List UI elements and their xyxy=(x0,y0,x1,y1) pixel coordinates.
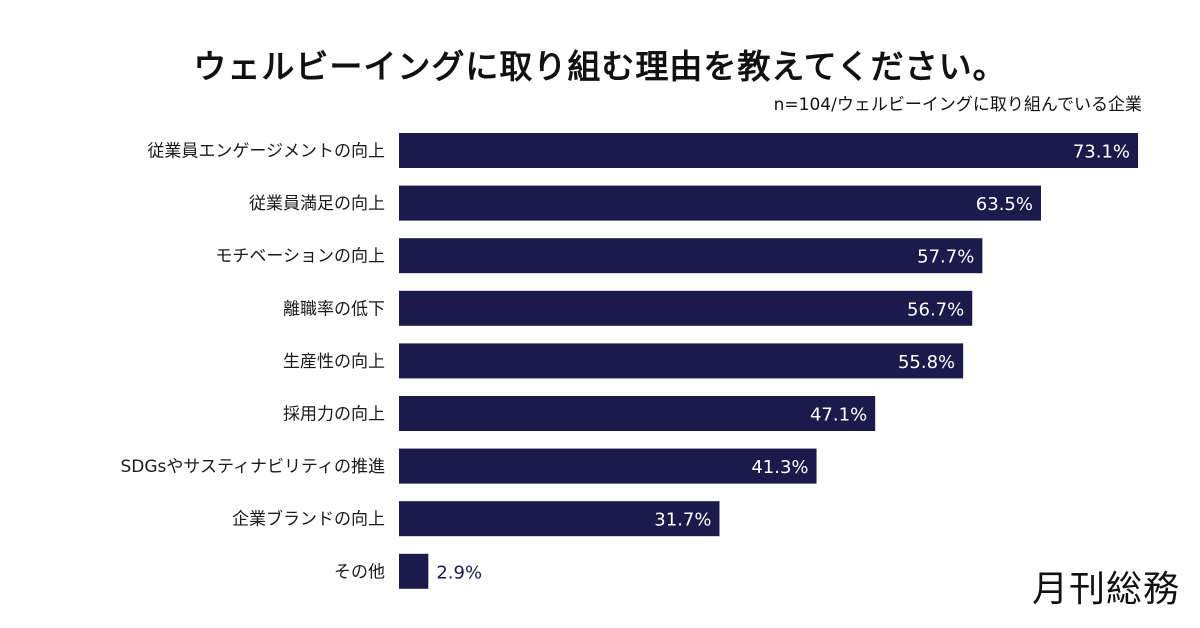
value-label: 57.7% xyxy=(917,247,974,268)
value-label: 55.8% xyxy=(898,352,955,373)
category-label: 生産性の向上 xyxy=(283,352,385,372)
bar xyxy=(399,185,1041,221)
category-label: SDGsやサスティナビリティの推進 xyxy=(120,457,385,477)
value-label: 31.7% xyxy=(654,510,711,531)
category-label: 企業ブランドの向上 xyxy=(232,509,385,530)
category-label: モチベーションの向上 xyxy=(215,247,385,267)
chart-subtitle: n=104/ウェルビーイングに取り組んでいる企業 xyxy=(773,95,1142,115)
value-label: 41.3% xyxy=(751,457,808,478)
bar xyxy=(399,448,817,484)
value-label: 2.9% xyxy=(436,562,482,583)
category-label: 従業員エンゲージメントの向上 xyxy=(147,142,385,162)
bar xyxy=(399,238,983,274)
category-label: 離職率の低下 xyxy=(283,299,385,319)
value-label: 56.7% xyxy=(907,299,964,320)
value-label: 47.1% xyxy=(810,405,867,426)
bar xyxy=(399,501,720,537)
bar xyxy=(399,133,1139,168)
bar xyxy=(399,343,964,379)
bar xyxy=(399,553,429,589)
chart-title: ウェルビーイングに取り組む理由を教えてください。 xyxy=(193,47,1007,86)
brand-logo: 月刊総務 xyxy=(1032,569,1181,610)
category-label: 従業員満足の向上 xyxy=(249,194,385,214)
bar xyxy=(399,290,973,326)
value-label: 73.1% xyxy=(1073,142,1130,163)
category-label: 採用力の向上 xyxy=(283,405,385,425)
category-label: その他 xyxy=(334,562,385,582)
value-label: 63.5% xyxy=(976,194,1033,215)
bar xyxy=(399,396,876,431)
